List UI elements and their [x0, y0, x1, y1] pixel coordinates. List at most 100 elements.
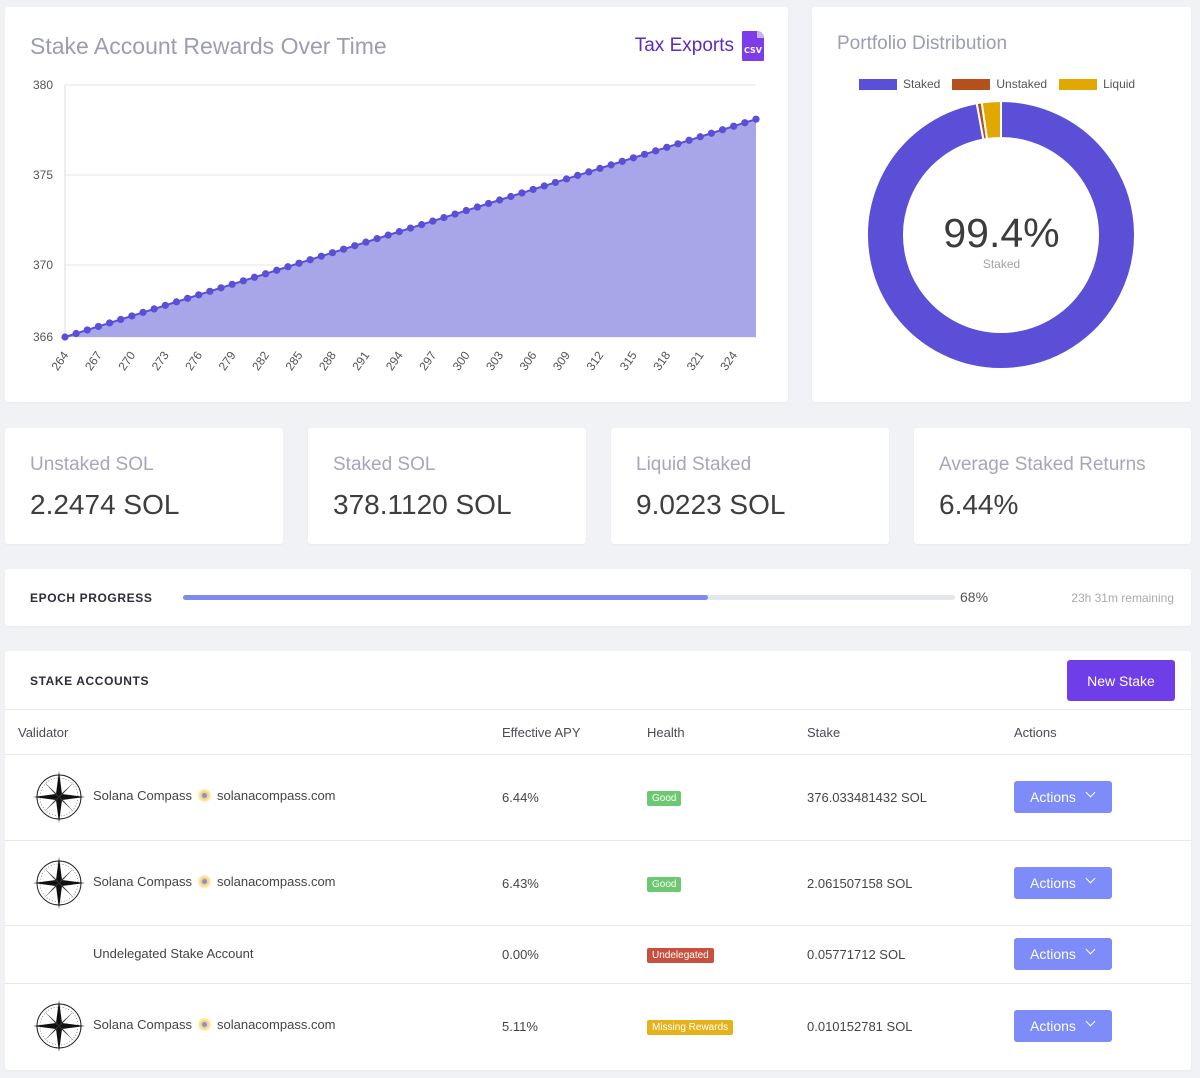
stat-value: 378.1120 SOL — [333, 489, 512, 520]
csv-icon-text: CSV — [744, 46, 762, 55]
x-tick-label: 285 — [283, 348, 306, 373]
data-point — [195, 291, 203, 299]
data-point — [61, 333, 69, 341]
divider — [5, 925, 1191, 926]
stat-card-staked: Staked SOL 378.1120 SOL — [308, 428, 586, 544]
stat-label: Staked SOL — [333, 454, 436, 475]
legend-label-unstaked: Unstaked — [996, 77, 1048, 91]
data-point — [540, 182, 548, 190]
data-point — [206, 287, 214, 295]
validator-cell[interactable]: Solana Compass solanacompass.com — [93, 874, 336, 889]
new-stake-button[interactable]: New Stake — [1067, 660, 1175, 701]
x-tick-label: 300 — [450, 348, 473, 373]
data-point — [217, 284, 225, 292]
actions-label: Actions — [1030, 789, 1076, 805]
stake-amount: 0.05771712 SOL — [807, 947, 906, 962]
x-tick-label: 264 — [48, 348, 71, 373]
x-tick-label: 318 — [650, 348, 673, 373]
validator-name: Solana Compass — [93, 1017, 192, 1032]
legend-item-staked[interactable]: Staked — [859, 77, 940, 91]
data-point — [395, 228, 403, 236]
legend-label-liquid: Liquid — [1103, 77, 1136, 91]
data-point — [741, 119, 749, 127]
health-badge: Missing Rewards — [647, 1020, 734, 1035]
legend-item-liquid[interactable]: Liquid — [1059, 77, 1135, 91]
data-point — [273, 266, 281, 274]
epoch-progress-bar — [183, 595, 955, 600]
legend-item-unstaked[interactable]: Unstaked — [952, 77, 1047, 91]
data-point — [663, 143, 671, 151]
data-point — [429, 217, 437, 225]
stake-accounts-card: STAKE ACCOUNTS New Stake Validator Effec… — [5, 651, 1191, 1070]
x-tick-label: 288 — [316, 348, 339, 373]
column-header-validator[interactable]: Validator — [18, 725, 69, 740]
chevron-down-icon — [1085, 787, 1096, 798]
divider — [5, 840, 1191, 841]
y-tick-label: 370 — [33, 258, 53, 272]
legend-label-staked: Staked — [903, 77, 941, 91]
rewards-chart-card: 366 370 375 380 264 267 270 273 276 279 282 285 288 2… — [5, 7, 788, 402]
validator-cell[interactable]: Solana Compass solanacompass.com — [93, 788, 336, 803]
validator-name: Solana Compass — [93, 873, 192, 889]
stat-card-unstaked: Unstaked SOL 2.2474 SOL — [5, 428, 283, 544]
rewards-chart-title: Stake Account Rewards Over Time — [30, 33, 387, 59]
actions-dropdown-button[interactable]: Actions — [1014, 866, 1112, 899]
divider — [5, 983, 1191, 984]
validator-name: Solana Compass — [93, 788, 192, 803]
epoch-progress-title: EPOCH PROGRESS — [30, 591, 153, 605]
health-badge: Good — [647, 791, 682, 806]
data-point — [585, 168, 593, 176]
validator-cell[interactable]: Undelegated Stake Account — [93, 946, 253, 961]
data-point — [172, 298, 181, 306]
portfolio-title: Portfolio Distribution — [837, 33, 1008, 54]
x-tick-label: 306 — [517, 348, 540, 373]
stat-value: 9.0223 SOL — [636, 489, 786, 520]
apy-value: 6.43% — [502, 875, 539, 891]
x-tick-label: 324 — [717, 348, 740, 373]
data-point — [462, 206, 470, 215]
column-header-stake[interactable]: Stake — [807, 725, 841, 740]
tax-exports-link[interactable]: Tax Exports CSV — [635, 31, 764, 61]
data-point — [440, 213, 448, 222]
table-row: Undelegated Stake Account 0.00% Undelega… — [5, 925, 1191, 983]
data-point — [351, 242, 359, 250]
data-point — [306, 256, 314, 264]
data-point — [117, 315, 125, 324]
x-tick-label: 297 — [416, 348, 439, 373]
data-point — [451, 210, 459, 218]
verified-icon — [198, 789, 211, 802]
tax-exports-label: Tax Exports — [634, 35, 734, 56]
data-point — [239, 277, 247, 285]
data-point — [629, 154, 638, 162]
column-header-health[interactable]: Health — [647, 725, 685, 740]
chevron-down-icon — [1085, 1016, 1096, 1027]
data-point — [685, 136, 693, 144]
solana-compass-logo-icon — [33, 1000, 85, 1052]
validator-website: solanacompass.com — [217, 873, 336, 889]
validator-cell[interactable]: Solana Compass solanacompass.com — [93, 1017, 336, 1032]
donut-center-label: Staked — [982, 257, 1021, 271]
data-point — [295, 259, 303, 267]
column-header-apy[interactable]: Effective APY — [502, 725, 581, 740]
actions-dropdown-button[interactable]: Actions — [1014, 781, 1112, 813]
data-point — [607, 161, 615, 169]
stat-label: Unstaked SOL — [30, 454, 154, 475]
verified-icon — [198, 874, 211, 888]
stat-label: Liquid Staked — [636, 454, 752, 475]
actions-dropdown-button[interactable]: Actions — [1014, 1010, 1112, 1042]
stat-card-liquid: Liquid Staked 9.0223 SOL — [611, 428, 889, 544]
x-tick-label: 315 — [617, 348, 640, 373]
data-point — [94, 322, 103, 331]
health-cell: Good — [647, 789, 682, 806]
health-cell: Good — [647, 875, 682, 892]
verified-icon — [198, 1018, 211, 1031]
donut-slice-liquid[interactable] — [980, 99, 1002, 141]
epoch-time-remaining: 23h 31m remaining — [1071, 591, 1174, 605]
donut-slice-staked[interactable] — [866, 99, 1136, 370]
divider — [5, 709, 1191, 710]
actions-dropdown-button[interactable]: Actions — [1014, 938, 1112, 970]
data-point — [484, 199, 493, 208]
data-point — [340, 245, 348, 253]
legend-swatch-liquid — [1059, 78, 1098, 90]
data-point — [139, 308, 147, 317]
